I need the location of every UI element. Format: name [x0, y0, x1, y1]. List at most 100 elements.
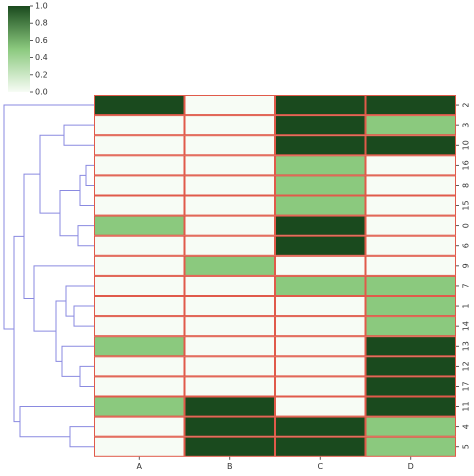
heatmap-cell-16-C [275, 155, 366, 176]
heatmap-cell-11-D [365, 396, 456, 417]
heatmap-cell-2-B [184, 95, 275, 116]
heatmap-cells [94, 95, 456, 457]
colorbar-tick-label: 0.0 [35, 88, 48, 97]
heatmap-cell-10-C [275, 135, 366, 156]
heatmap-cell-12-D [365, 356, 456, 377]
heatmap-cell-12-B [184, 356, 275, 377]
heatmap-cell-16-A [94, 155, 185, 176]
row-label-15: 15 [462, 200, 471, 210]
heatmap-cell-13-A [94, 336, 185, 357]
heatmap-cell-7-A [94, 275, 185, 296]
heatmap-cell-7-B [184, 275, 275, 296]
dendro-link-upper-lower [23, 173, 40, 300]
heatmap-cell-9-D [365, 255, 456, 276]
heatmap-cell-17-A [94, 376, 185, 397]
colorbar-tick-label: 0.2 [35, 70, 48, 79]
dendro-link-16-8-15 [79, 174, 94, 207]
heatmap-cell-0-C [275, 215, 366, 236]
dendro-link-root [3, 104, 94, 330]
heatmap-cell-14-A [94, 316, 185, 337]
heatmap-cell-6-D [365, 235, 456, 256]
heatmap-cell-0-B [184, 215, 275, 236]
colorbar-gradient [8, 6, 30, 92]
heatmap-cell-8-D [365, 175, 456, 196]
heatmap-cell-12-C [275, 356, 366, 377]
heatmap-cell-3-A [94, 115, 185, 136]
column-label-D: D [408, 462, 414, 471]
row-label-0: 0 [462, 223, 471, 228]
dendro-link-1-14 [73, 305, 94, 327]
heatmap-cell-17-B [184, 376, 275, 397]
heatmap-cell-1-B [184, 296, 275, 317]
heatmap-cell-5-B [184, 436, 275, 457]
dendro-link-12-17 [79, 365, 94, 387]
heatmap-cell-13-B [184, 336, 275, 357]
heatmap-cell-9-C [275, 255, 366, 276]
heatmap-cell-14-C [275, 316, 366, 337]
heatmap-cell-5-A [94, 436, 185, 457]
heatmap-cell-6-C [275, 235, 366, 256]
row-label-12: 12 [462, 361, 471, 371]
heatmap-cell-2-D [365, 95, 456, 116]
column-tick-labels: A B C D [137, 456, 414, 471]
heatmap-cell-3-D [365, 115, 456, 136]
row-label-1: 1 [462, 304, 471, 309]
heatmap-cell-17-D [365, 376, 456, 397]
colorbar-tick-label: 0.8 [35, 19, 48, 28]
heatmap-cell-0-D [365, 215, 456, 236]
heatmap-cell-12-A [94, 356, 185, 377]
row-label-14: 14 [462, 321, 471, 331]
heatmap-cell-5-C [275, 436, 366, 457]
heatmap-cell-8-B [184, 175, 275, 196]
dendro-link-3-10 [63, 124, 94, 146]
heatmap-cell-16-B [184, 155, 275, 176]
dendro-link-13-12-17 [61, 345, 94, 377]
heatmap-cell-3-B [184, 115, 275, 136]
column-label-B: B [227, 462, 233, 471]
heatmap-cell-9-B [184, 255, 275, 276]
heatmap-cell-2-C [275, 95, 366, 116]
heatmap-cell-11-B [184, 396, 275, 417]
heatmap-cell-15-B [184, 195, 275, 216]
heatmap-cell-15-D [365, 195, 456, 216]
heatmap-cell-11-C [275, 396, 366, 417]
dendro-link-9 [33, 265, 94, 332]
dendro-link-16-0 [59, 189, 80, 237]
heatmap-cell-10-A [94, 135, 185, 156]
heatmap-cell-13-C [275, 336, 366, 357]
heatmap-cell-0-A [94, 215, 185, 236]
heatmap-cell-6-A [94, 235, 185, 256]
heatmap-cell-7-C [275, 275, 366, 296]
heatmap-cell-14-B [184, 316, 275, 337]
heatmap-cell-11-A [94, 396, 185, 417]
colorbar: 0.0 0.2 0.4 0.6 0.8 1.0 [8, 2, 48, 97]
row-label-7: 7 [462, 283, 471, 288]
row-label-17: 17 [462, 381, 471, 391]
column-label-A: A [137, 462, 143, 471]
heatmap-cell-15-C [275, 195, 366, 216]
heatmap-cell-6-B [184, 235, 275, 256]
row-label-13: 13 [462, 341, 471, 351]
heatmap-cell-14-D [365, 316, 456, 337]
row-label-6: 6 [462, 243, 471, 248]
row-label-8: 8 [462, 183, 471, 188]
dendro-link-rest [13, 235, 24, 423]
heatmap-cell-17-C [275, 376, 366, 397]
heatmap-cell-4-D [365, 416, 456, 437]
dendro-link-11-4-5 [19, 406, 94, 438]
heatmap-cell-3-C [275, 115, 366, 136]
dendro-link-7-1-14 [65, 285, 94, 317]
colorbar-tick-label: 0.6 [35, 36, 48, 45]
heatmap-cell-13-D [365, 336, 456, 357]
row-label-9: 9 [462, 263, 471, 268]
heatmap-cell-10-B [184, 135, 275, 156]
heatmap-cell-4-B [184, 416, 275, 437]
colorbar-tick-label: 0.4 [35, 53, 48, 62]
heatmap-cell-4-A [94, 416, 185, 437]
heatmap-cell-8-A [94, 175, 185, 196]
colorbar-ticks: 0.0 0.2 0.4 0.6 0.8 1.0 [30, 2, 48, 97]
row-label-16: 16 [462, 160, 471, 170]
row-dendrogram [3, 104, 94, 448]
